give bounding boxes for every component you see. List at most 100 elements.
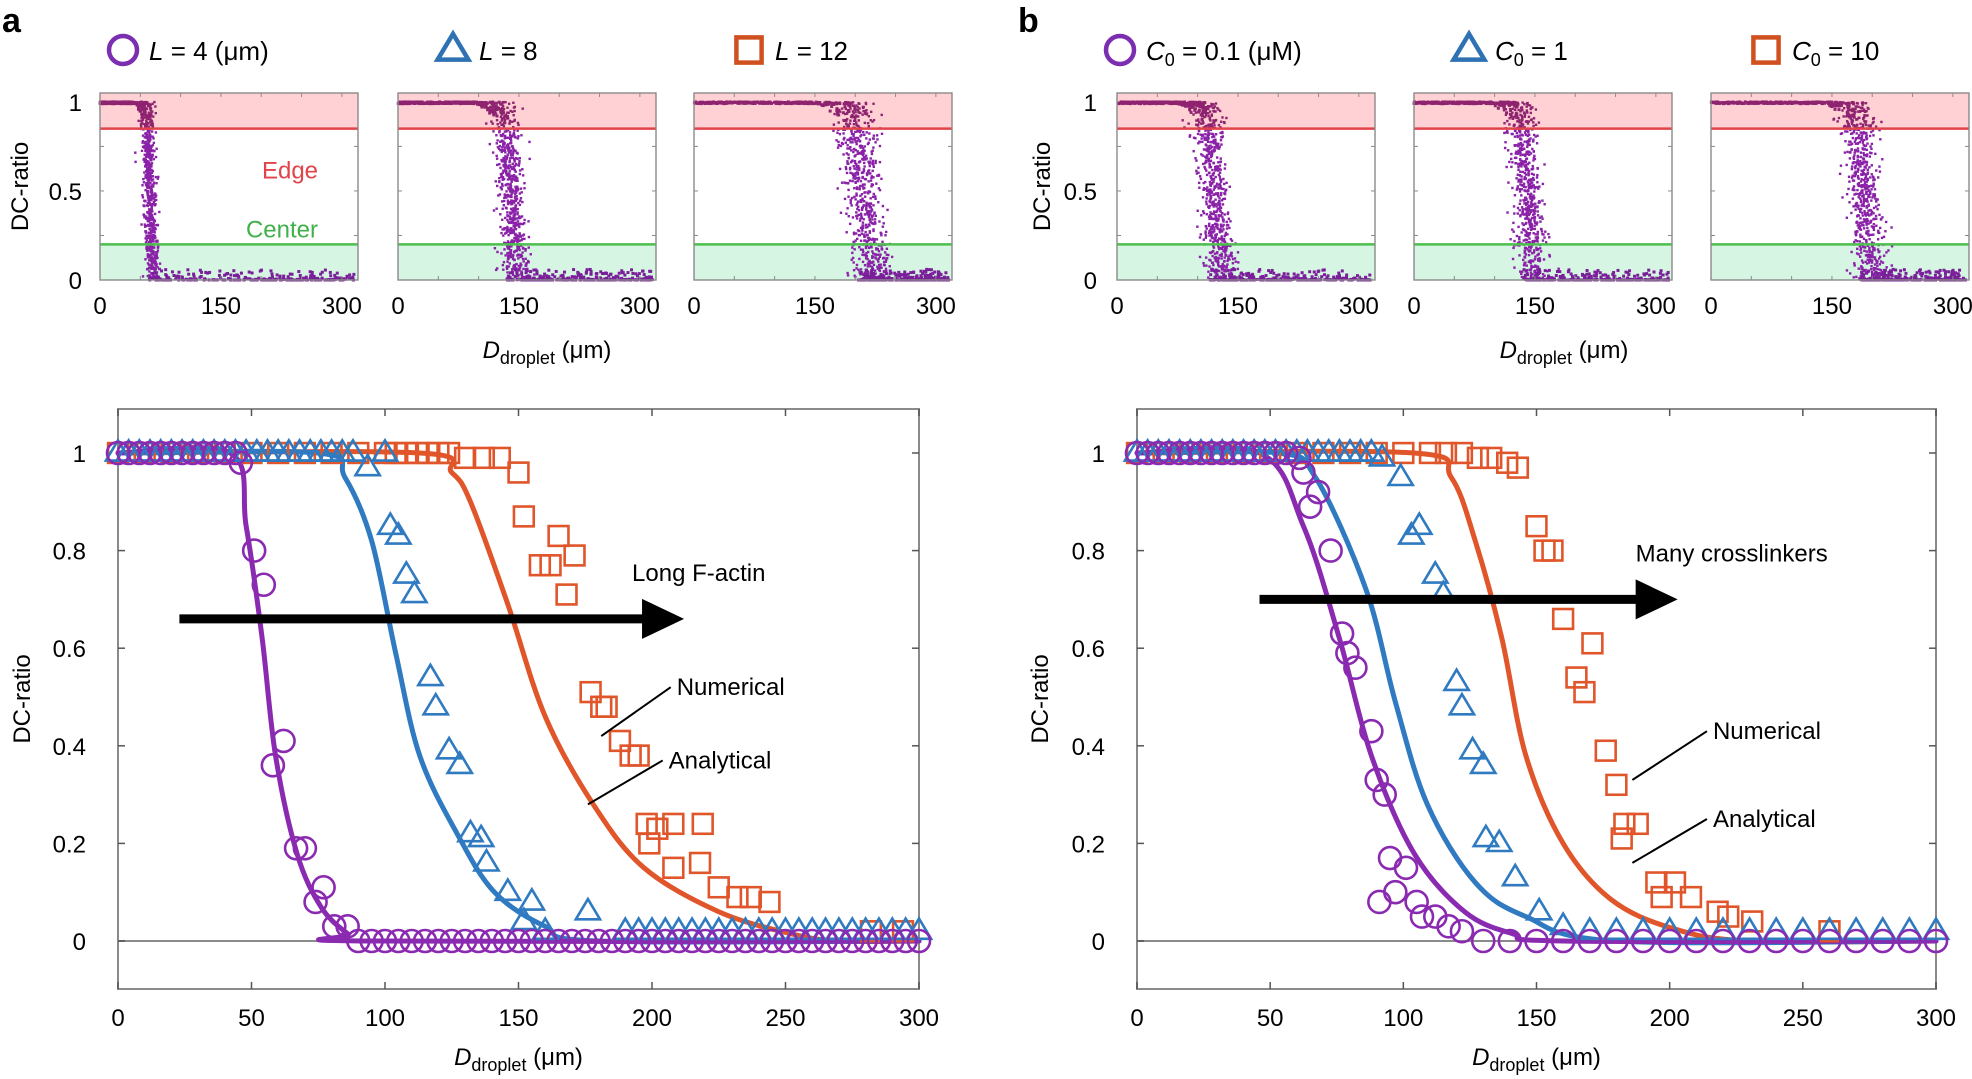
scatter-point (861, 221, 865, 224)
scatter-point (494, 101, 498, 105)
scatter-point (513, 236, 516, 240)
scatter-point (288, 272, 292, 276)
scatter-point (1197, 181, 1201, 185)
scatter-point (1162, 100, 1166, 104)
scatter-point (348, 276, 352, 280)
scatter-point (882, 270, 886, 273)
scatter-point (145, 215, 148, 218)
scatter-point (512, 174, 516, 177)
scatter-point (599, 270, 603, 274)
scatter-point (852, 112, 855, 115)
scatter-point (1317, 269, 1321, 273)
scatter-point (139, 122, 143, 126)
scatter-point (867, 115, 871, 118)
scatter-point (553, 275, 557, 279)
scatter-point (851, 138, 854, 141)
scatter-point (839, 144, 843, 148)
scatter-point (887, 253, 890, 257)
scatter-point (286, 275, 290, 279)
scatter-point (838, 132, 842, 136)
scatter-point (501, 228, 504, 231)
scatter-point (505, 265, 509, 268)
scatter-point (856, 150, 859, 153)
scatter-point (711, 101, 715, 105)
scatter-point (1518, 121, 1521, 124)
scatter-point (1223, 268, 1226, 272)
scatter-point (1202, 264, 1206, 267)
scatter-point (1187, 122, 1190, 125)
scatter-point (505, 136, 508, 139)
scatter-point (507, 151, 511, 154)
scatter-point (1197, 166, 1200, 169)
scatter-point (149, 114, 152, 117)
scatter-point (862, 199, 866, 203)
scatter-point (871, 162, 874, 166)
scatter-point (1538, 247, 1542, 250)
scatter-point (504, 100, 507, 104)
scatter-point (1364, 275, 1368, 279)
scatter-point (572, 268, 576, 272)
scatter-point (143, 136, 146, 139)
scatter-point (1517, 180, 1520, 183)
x-tick-label: 0 (687, 293, 700, 320)
scatter-point (1536, 186, 1539, 189)
scatter-point (856, 124, 859, 127)
scatter-point (884, 230, 888, 234)
scatter-point (1170, 102, 1174, 106)
scatter-point (852, 122, 856, 126)
scatter-point (1220, 143, 1223, 146)
scatter-point (834, 102, 838, 106)
scatter-point (1223, 251, 1227, 254)
scatter-point (1526, 143, 1529, 146)
scatter-point (237, 275, 241, 279)
scatter-point (873, 269, 877, 272)
scatter-point (880, 266, 883, 269)
scatter-point (1211, 223, 1214, 227)
scatter-point (515, 163, 518, 166)
scatter-point (505, 158, 508, 161)
scatter-point (514, 170, 517, 173)
scatter-point (859, 146, 862, 149)
scatter-point (146, 176, 149, 179)
x-tick-label: 150 (1218, 293, 1258, 320)
scatter-point (823, 101, 827, 105)
scatter-point (870, 271, 874, 275)
scatter-point (147, 231, 151, 234)
scatter-point (1220, 252, 1223, 256)
scatter-point (869, 110, 873, 114)
scatter-point (149, 171, 152, 175)
scatter-point (149, 138, 152, 141)
scatter-point (850, 196, 854, 200)
scatter-point (1202, 261, 1205, 265)
scatter-point (1215, 273, 1219, 277)
scatter-point (1211, 231, 1214, 234)
scatter-point (584, 270, 588, 274)
scatter-point (478, 100, 482, 104)
scatter-point (501, 178, 504, 181)
scatter-point (798, 100, 802, 104)
scatter-point (599, 276, 603, 280)
scatter-point (1207, 148, 1210, 151)
scatter-point (147, 126, 150, 129)
scatter-point (859, 179, 863, 183)
scatter-point (585, 268, 589, 272)
scatter-point (867, 238, 871, 242)
scatter-point (144, 173, 147, 177)
scatter-point (1241, 273, 1245, 277)
scatter-point (151, 178, 155, 181)
scatter-point (859, 144, 862, 148)
scatter-point (707, 100, 711, 104)
scatter-point (868, 138, 872, 141)
scatter-point (845, 120, 848, 123)
scatter-point (1222, 249, 1225, 252)
scatter-point (190, 277, 194, 281)
scatter-point (1204, 159, 1208, 162)
scatter-point (1194, 137, 1197, 140)
scatter-point (118, 101, 122, 105)
scatter-point (512, 125, 515, 129)
scatter-point (151, 175, 155, 178)
scatter-point (520, 254, 524, 258)
scatter-point (146, 192, 149, 196)
scatter-point (854, 181, 857, 184)
scatter-point (1208, 150, 1211, 154)
